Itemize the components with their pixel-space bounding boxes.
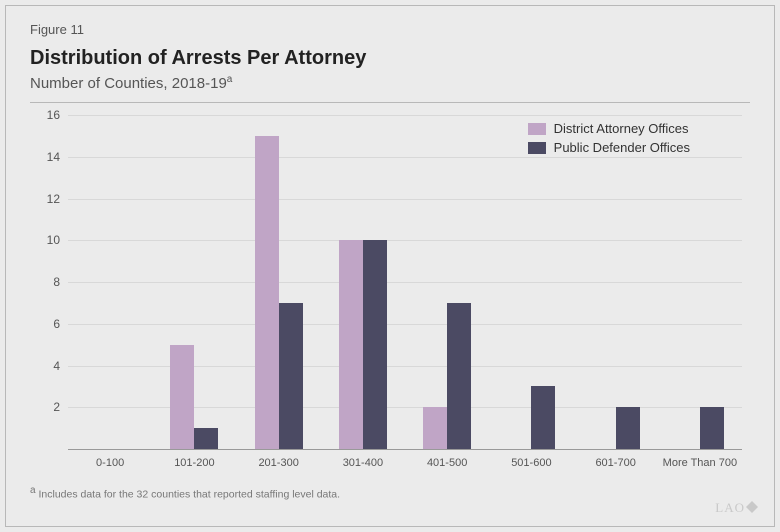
- bar: [616, 407, 640, 449]
- chart-subtitle: Number of Counties, 2018-19a: [30, 74, 750, 92]
- y-axis-label: 14: [30, 150, 60, 164]
- x-axis-label: 501-600: [511, 457, 551, 469]
- chart-title: Distribution of Arrests Per Attorney: [30, 47, 750, 70]
- gridline: [68, 240, 742, 241]
- bar: [447, 303, 471, 449]
- footnote-text: Includes data for the 32 counties that r…: [36, 489, 341, 501]
- chart-plot-area: District Attorney Offices Public Defender…: [30, 107, 750, 477]
- subtitle-superscript: a: [227, 74, 233, 85]
- gridline: [68, 199, 742, 200]
- x-axis-baseline: [68, 449, 742, 450]
- x-axis-label: 101-200: [174, 457, 214, 469]
- legend-label: District Attorney Offices: [554, 121, 689, 136]
- bar: [423, 407, 447, 449]
- gridline: [68, 115, 742, 116]
- bar: [363, 240, 387, 449]
- legend-swatch: [528, 123, 546, 135]
- y-axis-label: 8: [30, 275, 60, 289]
- y-axis-label: 10: [30, 233, 60, 247]
- legend-item: Public Defender Offices: [528, 140, 690, 155]
- bar: [194, 428, 218, 449]
- legend-label: Public Defender Offices: [554, 140, 690, 155]
- y-axis-label: 2: [30, 400, 60, 414]
- bar: [700, 407, 724, 449]
- x-axis-label: 0-100: [96, 457, 124, 469]
- figure-frame: Figure 11 Distribution of Arrests Per At…: [5, 5, 775, 527]
- y-axis-label: 16: [30, 108, 60, 122]
- figure-number: Figure 11: [30, 22, 750, 37]
- content-area: Figure 11 Distribution of Arrests Per At…: [6, 6, 774, 509]
- legend-item: District Attorney Offices: [528, 121, 690, 136]
- bar: [531, 386, 555, 449]
- x-axis-label: 401-500: [427, 457, 467, 469]
- y-axis-label: 12: [30, 192, 60, 206]
- y-axis-label: 4: [30, 359, 60, 373]
- x-axis-label: 201-300: [258, 457, 298, 469]
- watermark: LAO: [715, 500, 758, 516]
- gridline: [68, 366, 742, 367]
- watermark-text: LAO: [715, 500, 745, 515]
- x-axis-label: More Than 700: [663, 457, 737, 469]
- bar: [255, 136, 279, 449]
- watermark-icon: [746, 501, 758, 513]
- bar: [279, 303, 303, 449]
- x-axis-label: 301-400: [343, 457, 383, 469]
- gridline: [68, 282, 742, 283]
- gridline: [68, 157, 742, 158]
- x-axis-label: 601-700: [595, 457, 635, 469]
- divider: [30, 102, 750, 103]
- subtitle-text: Number of Counties, 2018-19: [30, 75, 227, 92]
- footnote: a Includes data for the 32 counties that…: [30, 485, 750, 501]
- bar: [339, 240, 363, 449]
- bar: [170, 345, 194, 449]
- gridline: [68, 407, 742, 408]
- legend-swatch: [528, 142, 546, 154]
- gridline: [68, 324, 742, 325]
- y-axis-label: 6: [30, 317, 60, 331]
- legend: District Attorney Offices Public Defender…: [528, 121, 690, 159]
